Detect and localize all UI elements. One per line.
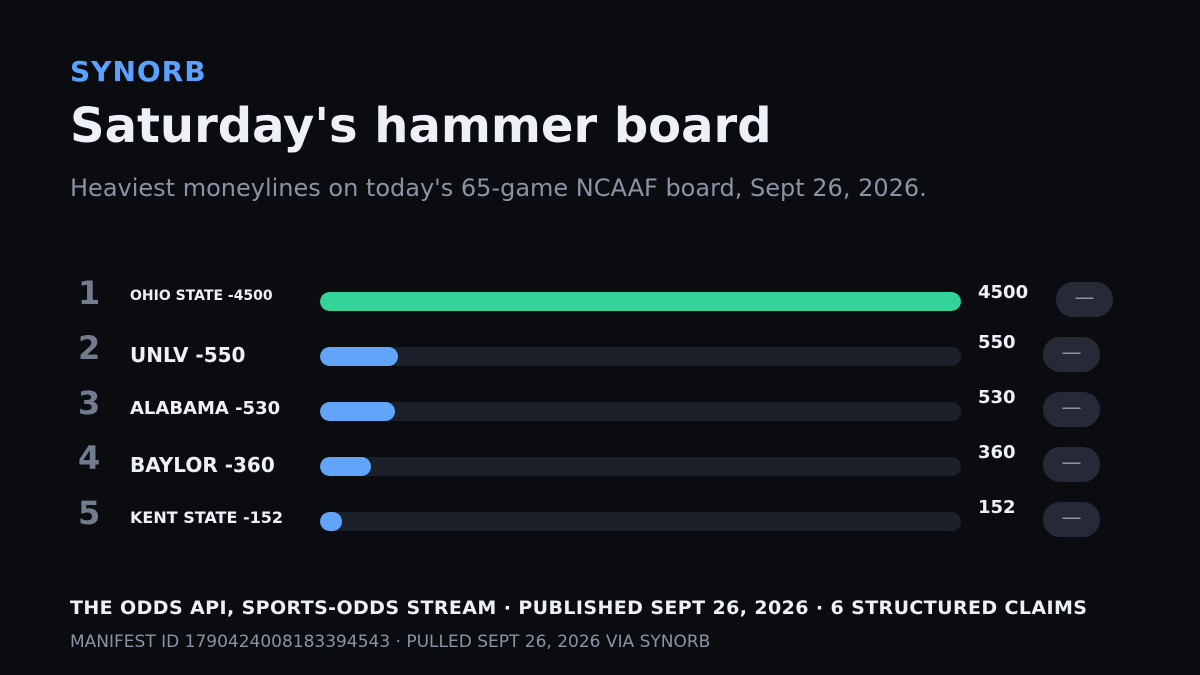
chart-row: 1 OHIO STATE -4500 4500 —: [0, 274, 1200, 332]
manifest-line: MANIFEST ID 1790424008183394543 · PULLED…: [70, 632, 711, 652]
bar: [320, 292, 961, 311]
rank-number: 2: [78, 329, 101, 367]
bar-label: BAYLOR -360: [130, 453, 275, 477]
chart-row: 5 KENT STATE -152 152 —: [0, 494, 1200, 552]
bar-track: [320, 457, 961, 476]
rank-number: 4: [78, 439, 101, 477]
trend-indicator-badge: —: [1056, 282, 1113, 317]
trend-indicator-badge: —: [1043, 502, 1100, 537]
bar-value-label: 4500: [978, 282, 1029, 303]
bar-value-label: 550: [978, 332, 1016, 353]
bar-track: [320, 402, 961, 421]
brand-name: SYNORB: [70, 55, 207, 88]
page-subtitle: Heaviest moneylines on today's 65-game N…: [70, 174, 927, 202]
rank-number: 5: [78, 494, 101, 532]
bar: [320, 402, 395, 421]
bar-track: [320, 347, 961, 366]
bar-label: OHIO STATE -4500: [130, 288, 273, 304]
bar: [320, 512, 342, 531]
source-line: THE ODDS API, SPORTS-ODDS STREAM · PUBLI…: [70, 597, 1088, 619]
bar-value-label: 360: [978, 442, 1016, 463]
bar-track: [320, 512, 961, 531]
bar-label: ALABAMA -530: [130, 398, 281, 419]
bar-track: [320, 292, 961, 311]
bar-label: KENT STATE -152: [130, 508, 283, 527]
bar-value-label: 530: [978, 387, 1016, 408]
chart-row: 2 UNLV -550 550 —: [0, 329, 1200, 387]
trend-indicator-badge: —: [1043, 392, 1100, 427]
rank-number: 1: [78, 274, 101, 312]
bar-value-label: 152: [978, 497, 1016, 518]
trend-indicator-badge: —: [1043, 447, 1100, 482]
bar: [320, 457, 371, 476]
chart-row: 4 BAYLOR -360 360 —: [0, 439, 1200, 497]
page-title: Saturday's hammer board: [70, 98, 772, 154]
bar: [320, 347, 398, 366]
bar-label: UNLV -550: [130, 343, 246, 367]
trend-indicator-badge: —: [1043, 337, 1100, 372]
chart-row: 3 ALABAMA -530 530 —: [0, 384, 1200, 442]
rank-number: 3: [78, 384, 101, 422]
